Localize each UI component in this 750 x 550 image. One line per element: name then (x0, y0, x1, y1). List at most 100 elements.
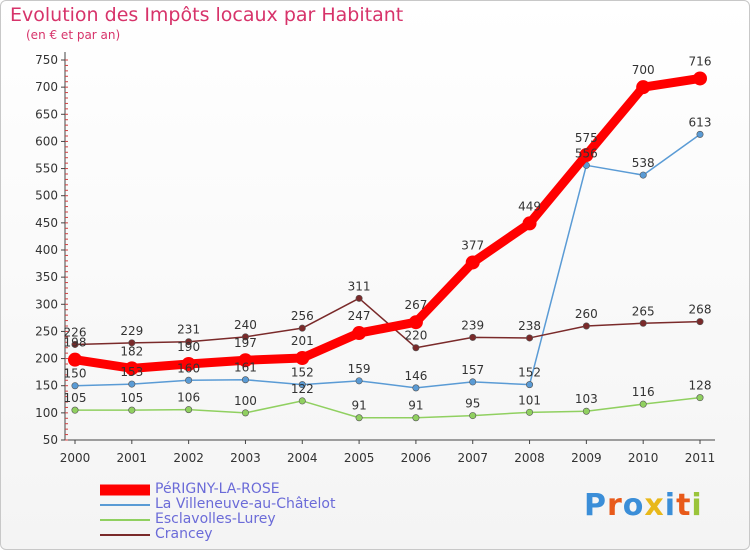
x-tick-label: 2005 (344, 451, 375, 465)
y-tick-label: 400 (35, 243, 58, 257)
data-point (526, 381, 534, 389)
data-point (355, 294, 363, 302)
data-point (71, 340, 79, 348)
series-line-2 (74, 396, 701, 419)
data-label: 700 (632, 63, 655, 77)
data-point (71, 382, 79, 390)
x-tick-label: 2008 (514, 451, 545, 465)
data-point (639, 400, 647, 408)
series-line-0 (70, 73, 705, 373)
data-point (469, 412, 477, 420)
data-point (522, 216, 537, 231)
data-point (639, 319, 647, 327)
data-label: 150 (64, 367, 87, 381)
data-label: 201 (291, 334, 314, 348)
data-point (636, 80, 651, 95)
data-point (582, 322, 590, 330)
data-label: 122 (291, 382, 314, 396)
data-point (412, 414, 420, 422)
data-point (696, 394, 704, 402)
data-point (241, 376, 249, 384)
logo-letter: t (676, 488, 692, 523)
y-tick-label: 150 (35, 379, 58, 393)
legend-label-crancey: Crancey (155, 526, 213, 542)
logo-letter: i (664, 488, 677, 523)
y-tick-label: 600 (35, 134, 58, 148)
data-label: 161 (234, 361, 257, 375)
x-tick-label: 2007 (457, 451, 488, 465)
data-point (526, 334, 534, 342)
legend-label-esclavolles: Esclavolles-Lurey (155, 511, 276, 527)
logo-letter: o (622, 488, 645, 523)
data-label: 160 (177, 361, 200, 375)
data-label: 260 (575, 307, 598, 321)
data-label: 613 (689, 115, 712, 129)
data-label: 256 (291, 309, 314, 323)
data-point (298, 397, 306, 405)
logo-letter: i (691, 488, 703, 523)
data-point (582, 407, 590, 415)
data-point (181, 357, 196, 371)
legend-swatch-villeneuve (100, 503, 150, 506)
data-label: 105 (64, 391, 87, 405)
data-label: 538 (632, 156, 655, 170)
data-label: 197 (234, 336, 257, 350)
y-tick-label: 200 (35, 352, 58, 366)
legend-label-perigny: PéRIGNY-LA-ROSE (155, 481, 280, 497)
logo-letter: P (584, 488, 607, 523)
y-tick-label: 500 (35, 189, 58, 203)
data-label: 152 (518, 366, 541, 380)
x-tick-label: 2004 (287, 451, 318, 465)
data-point (238, 353, 253, 368)
data-label: 231 (177, 323, 200, 337)
y-tick-label: 50 (43, 433, 58, 447)
data-label: 106 (177, 391, 200, 405)
logo-letter: r (607, 488, 623, 523)
data-point (298, 324, 306, 332)
data-point (355, 377, 363, 385)
data-point (465, 255, 480, 270)
data-label: 91 (408, 399, 423, 413)
data-label: 153 (120, 365, 143, 379)
y-tick-label: 550 (35, 162, 58, 176)
y-tick-label: 350 (35, 270, 58, 284)
data-point (185, 376, 193, 384)
data-point (128, 406, 136, 414)
data-point (469, 333, 477, 341)
x-tick-label: 2010 (628, 451, 659, 465)
y-tick-label: 100 (35, 406, 58, 420)
data-label: 220 (404, 329, 427, 343)
data-point (579, 148, 594, 162)
y-tick-label: 250 (35, 324, 58, 338)
data-point (639, 171, 647, 179)
y-tick-label: 450 (35, 216, 58, 230)
data-point (295, 351, 310, 366)
data-label: 239 (461, 318, 484, 332)
data-label: 716 (689, 54, 712, 68)
y-tick-label: 700 (35, 80, 58, 94)
data-label: 103 (575, 392, 598, 406)
data-label: 91 (351, 399, 366, 413)
legend-item-esclavolles: Esclavolles-Lurey (100, 511, 420, 527)
data-point (241, 333, 249, 341)
data-point (185, 338, 193, 346)
data-label: 182 (120, 344, 143, 358)
data-label: 268 (689, 303, 712, 317)
chart-title: Evolution des Impôts locaux par Habitant (10, 4, 404, 26)
data-label: 101 (518, 393, 541, 407)
data-point (355, 414, 363, 422)
data-point (469, 378, 477, 386)
data-point (128, 380, 136, 388)
data-label: 449 (518, 199, 541, 213)
data-point (124, 361, 139, 376)
data-label: 267 (404, 298, 427, 312)
data-point (693, 71, 707, 86)
series-line-3 (74, 297, 701, 349)
data-point (68, 352, 82, 367)
data-label: 247 (348, 309, 371, 323)
data-point (128, 339, 136, 347)
chart-subtitle: (en € et par an) (26, 28, 121, 42)
data-label: 159 (348, 362, 371, 376)
data-point (185, 406, 193, 414)
data-point (526, 408, 534, 416)
